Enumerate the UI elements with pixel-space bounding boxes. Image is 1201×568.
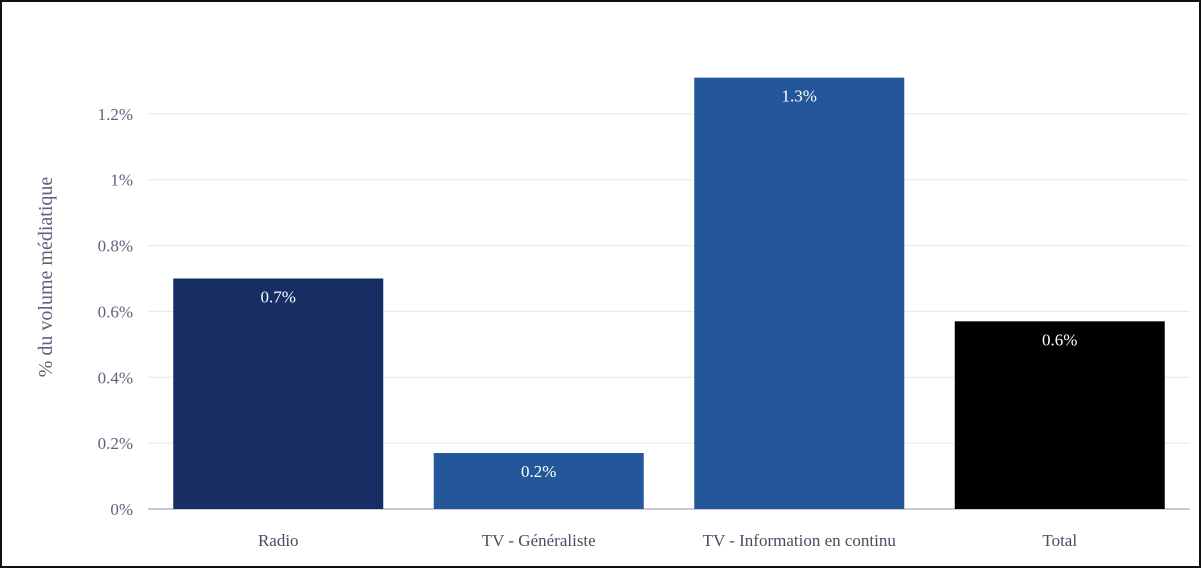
data-label: 0.2%	[521, 462, 556, 481]
x-category-label: TV - Information en continu	[703, 531, 897, 550]
data-labels: 0.7% 0.2% 1.3% 0.6%	[261, 87, 1078, 481]
x-category-labels: Radio TV - Généraliste TV - Information en…	[258, 531, 1077, 550]
bars	[173, 77, 1165, 509]
x-category-label: Radio	[258, 531, 299, 550]
data-label: 0.7%	[261, 288, 296, 307]
y-tick-label: 0.6%	[98, 302, 133, 321]
bar-2	[433, 453, 644, 509]
bar-3	[694, 77, 905, 509]
x-category-label: Total	[1042, 531, 1077, 550]
y-tick-label: 1%	[110, 171, 133, 190]
bar-1	[173, 278, 384, 509]
data-label: 1.3%	[782, 87, 817, 106]
y-tick-label: 1.2%	[98, 105, 133, 124]
y-tick-label: 0%	[110, 500, 133, 519]
x-category-label: TV - Généraliste	[482, 531, 596, 550]
y-tick-label: 0.8%	[98, 237, 133, 256]
y-axis-label: % du volume médiatique	[35, 177, 57, 378]
data-label: 0.6%	[1042, 330, 1077, 349]
y-tick-label: 0.2%	[98, 434, 133, 453]
y-tick-label: 0.4%	[98, 368, 133, 387]
bar-4	[954, 321, 1165, 509]
y-tick-labels: 0% 0.2% 0.4% 0.6% 0.8% 1% 1.2%	[98, 105, 133, 519]
